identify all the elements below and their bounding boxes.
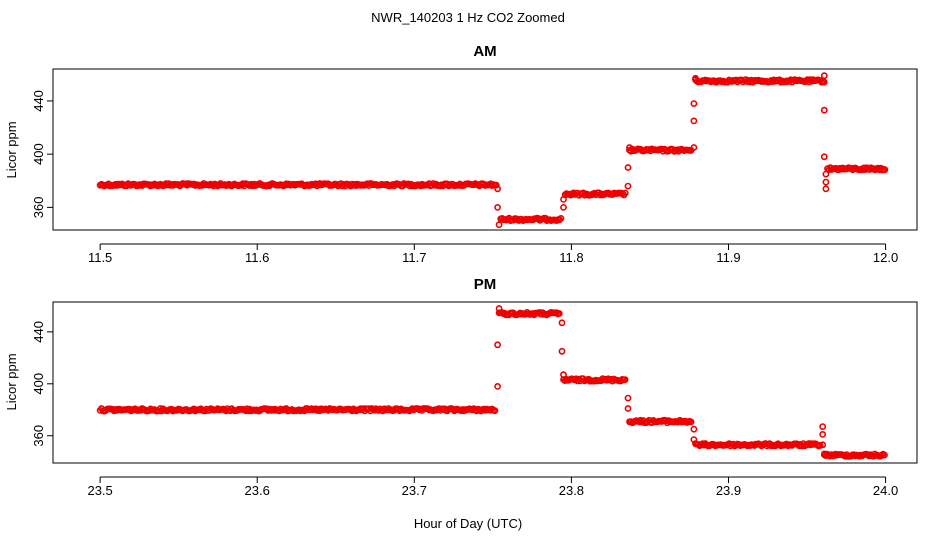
am-transition-point <box>560 203 567 211</box>
pm-transition-point <box>624 394 632 402</box>
am-transition-point <box>690 117 698 125</box>
pm-data-point <box>687 418 695 426</box>
am-data-point <box>492 181 500 189</box>
pm-y-tick-label: 440 <box>31 321 46 343</box>
am-data-point <box>591 189 598 197</box>
am-panel-title: AM <box>473 43 496 60</box>
am-panel: AM Licor ppm 11.5 11.6 11.7 11.8 11.9 12.0 36… <box>4 43 918 265</box>
am-transition-point <box>690 144 698 151</box>
am-y-tick-label: 440 <box>31 90 46 112</box>
pm-x-tick-label: 23.9 <box>716 483 741 498</box>
pm-transition-point <box>494 382 501 390</box>
am-y-tick-label: 360 <box>31 197 46 219</box>
pm-x-axis: 23.5 23.6 23.7 23.8 23.9 24.0 <box>87 476 898 498</box>
pm-transition-point <box>819 423 827 430</box>
pm-data-point <box>491 407 499 415</box>
am-data-point <box>557 214 565 222</box>
am-data-point <box>556 216 563 224</box>
am-y-tick-label: 400 <box>31 143 46 165</box>
pm-transition-point <box>690 436 698 443</box>
am-transition-point <box>820 106 828 114</box>
am-x-tick-label: 12.0 <box>873 250 898 265</box>
am-transition-point <box>626 144 633 151</box>
pm-x-tick-label: 23.8 <box>559 483 584 498</box>
am-transition-point <box>820 153 828 161</box>
pm-data-point <box>881 451 888 459</box>
am-transition-point <box>494 185 501 193</box>
pm-transition-point <box>494 341 501 349</box>
am-x-tick-label: 11.9 <box>716 250 740 265</box>
pm-plot-frame <box>52 301 918 464</box>
pm-transition-point <box>495 305 503 312</box>
pm-data-point <box>826 452 834 460</box>
am-plot-frame <box>52 68 918 231</box>
am-transition-point <box>624 164 632 171</box>
pm-transition-point <box>558 347 566 355</box>
am-y-axis: 360 400 440 <box>31 90 54 219</box>
am-data-point <box>881 166 889 174</box>
pm-transition-point <box>558 319 566 327</box>
pm-y-axis-label: Licor ppm <box>4 353 19 410</box>
pm-x-tick-label: 23.5 <box>87 483 112 498</box>
am-transition-point <box>495 221 503 229</box>
am-data-point <box>820 78 828 86</box>
pm-data-point <box>555 310 563 317</box>
pm-transition-point <box>819 430 827 438</box>
pm-data-point <box>621 376 629 383</box>
am-transition-point <box>822 185 830 193</box>
am-transition-point <box>690 100 698 107</box>
pm-x-tick-label: 24.0 <box>873 483 898 498</box>
pm-y-tick-label: 360 <box>31 425 46 447</box>
am-transition-point <box>822 178 830 186</box>
pm-transition-point <box>819 441 827 449</box>
pm-x-tick-label: 23.6 <box>245 483 270 498</box>
figure-title: NWR_140203 1 Hz CO2 Zoomed <box>371 10 565 25</box>
pm-panel: PM Licor ppm 23.5 23.6 23.7 23.8 23.9 24.0 36… <box>4 276 918 498</box>
pm-x-tick-label: 23.7 <box>402 483 427 498</box>
am-transition-point <box>820 72 828 80</box>
pm-transition-point <box>560 371 567 379</box>
am-transition-point <box>494 203 501 211</box>
pm-transition-point <box>690 425 698 433</box>
pm-transition-point <box>624 405 632 412</box>
am-data-points <box>96 72 889 229</box>
am-transition-point <box>560 195 567 203</box>
am-transition-point <box>692 74 699 82</box>
am-x-tick-label: 11.6 <box>245 250 269 265</box>
am-y-axis-label: Licor ppm <box>4 121 19 178</box>
am-x-tick-label: 11.5 <box>88 250 112 265</box>
am-x-tick-label: 11.8 <box>559 250 583 265</box>
pm-panel-title: PM <box>474 276 497 293</box>
x-axis-label: Hour of Day (UTC) <box>414 516 522 531</box>
pm-transition-point <box>820 450 828 458</box>
am-x-axis: 11.5 11.6 11.7 11.8 11.9 12.0 <box>88 243 898 265</box>
am-transition-point <box>822 170 830 178</box>
am-data-point <box>621 189 629 197</box>
pm-y-tick-label: 400 <box>31 373 46 395</box>
am-x-tick-label: 11.7 <box>402 250 426 265</box>
pm-data-points <box>96 305 888 460</box>
pm-y-axis: 360 400 440 <box>31 321 54 447</box>
am-transition-point <box>624 182 632 190</box>
